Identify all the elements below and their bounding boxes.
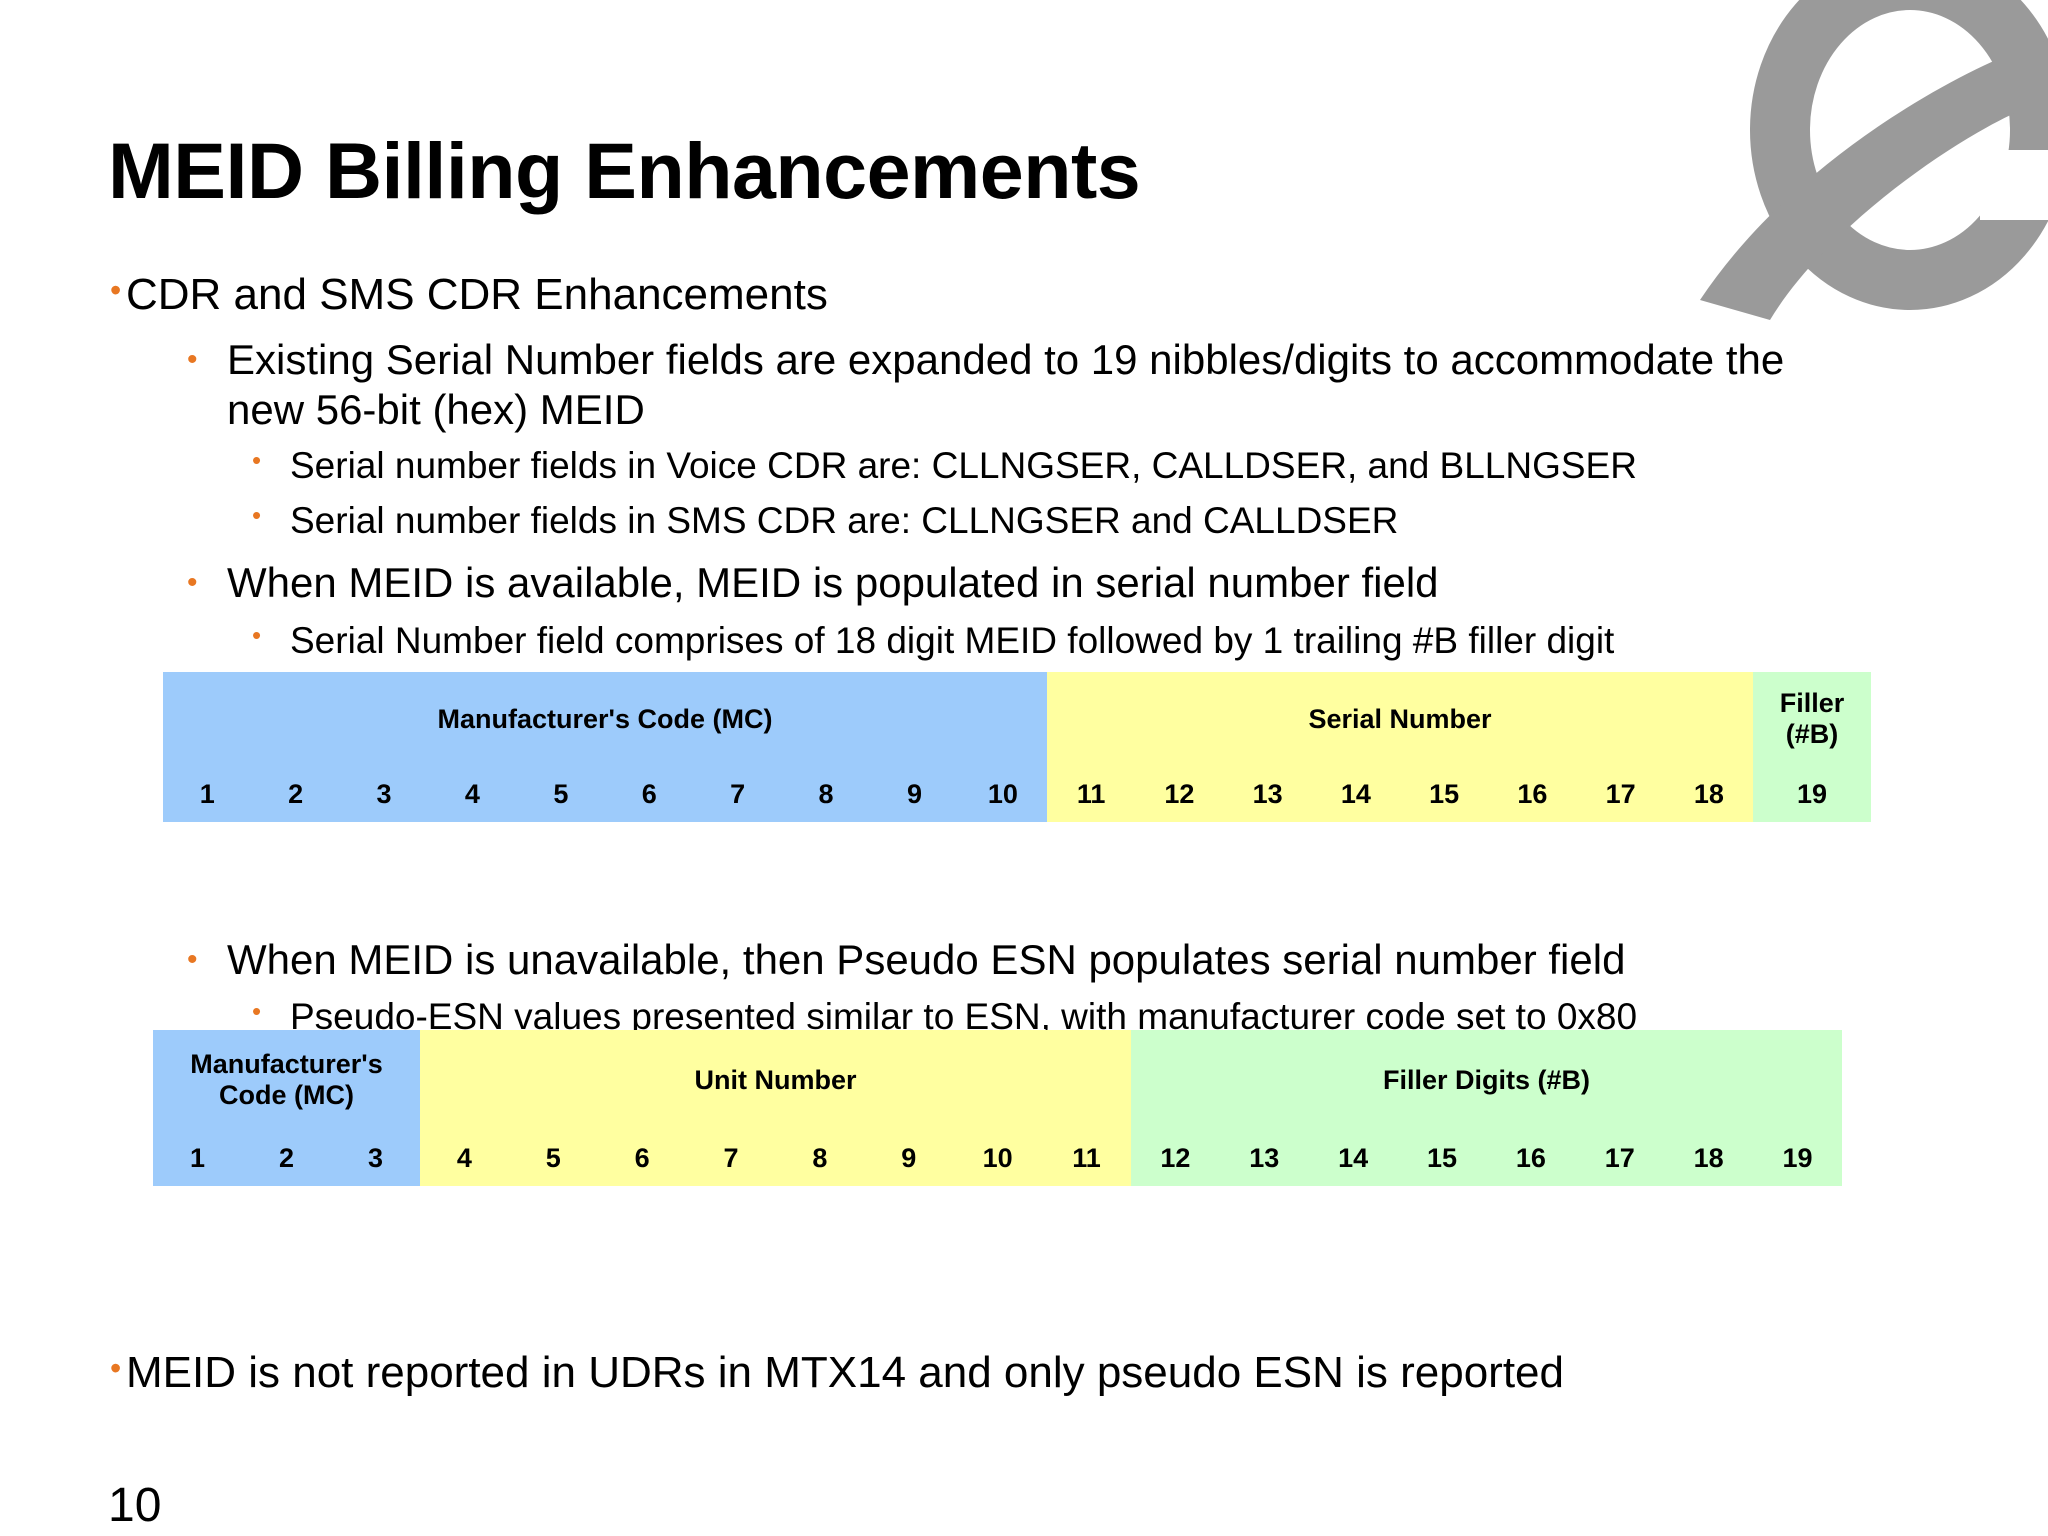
digit-cell: 4 xyxy=(456,1142,472,1173)
digit-cell: 6 xyxy=(641,778,657,809)
digit-cell: 18 xyxy=(1693,778,1724,809)
digit-cell: 9 xyxy=(906,778,922,809)
digit-cell: 7 xyxy=(723,1142,739,1173)
digit-cell: 12 xyxy=(1164,778,1195,809)
bullet-cdr-enhancements: • CDR and SMS CDR Enhancements xyxy=(110,270,828,320)
bullet-serial-comprises: • Serial Number field comprises of 18 di… xyxy=(252,620,1615,662)
digit-cell: 18 xyxy=(1693,1142,1724,1173)
bullet-text: Serial number fields in SMS CDR are: CLL… xyxy=(290,500,1399,541)
bullet-text-continued: new 56-bit (hex) MEID xyxy=(227,386,645,433)
digit-cell: 12 xyxy=(1160,1142,1191,1173)
page-number: 10 xyxy=(108,1479,162,1532)
bullet-meid-available: • When MEID is available, MEID is popula… xyxy=(187,558,1439,608)
bullet-voice-cdr-fields: • Serial number fields in Voice CDR are:… xyxy=(252,445,1637,487)
digit-cell: 3 xyxy=(376,778,392,809)
digit-cell: 13 xyxy=(1249,1142,1280,1173)
bullet-text: CDR and SMS CDR Enhancements xyxy=(126,270,828,319)
digit-cell: 2 xyxy=(278,1142,295,1173)
digit-cell: 14 xyxy=(1340,778,1371,809)
bullet-icon: • xyxy=(252,996,262,1026)
globe-logo-icon xyxy=(1700,0,2048,320)
meid-serial-label: Serial Number xyxy=(1308,703,1492,734)
bullet-text: MEID is not reported in UDRs in MTX14 an… xyxy=(126,1348,1564,1397)
bullet-text: Existing Serial Number fields are expand… xyxy=(227,336,1785,383)
bullet-udr-note: • MEID is not reported in UDRs in MTX14 … xyxy=(110,1348,1564,1398)
mc-label-line2: Code (MC) xyxy=(219,1080,354,1110)
digit-cell: 7 xyxy=(730,778,746,809)
mc-label-line1: Manufacturer's xyxy=(190,1049,383,1079)
digit-cell: 6 xyxy=(634,1142,650,1173)
bullet-icon: • xyxy=(110,1350,122,1386)
bullet-sms-cdr-fields: • Serial number fields in SMS CDR are: C… xyxy=(252,500,1399,542)
digit-cell: 17 xyxy=(1605,778,1636,809)
digit-cell: 1 xyxy=(199,778,215,809)
digit-cell: 2 xyxy=(288,778,304,809)
digit-cell: 16 xyxy=(1515,1142,1546,1173)
digit-cell: 15 xyxy=(1427,1142,1458,1173)
digit-cell: 11 xyxy=(1076,778,1106,809)
digit-cell: 16 xyxy=(1517,778,1548,809)
bullet-text: Serial number fields in Voice CDR are: C… xyxy=(290,445,1637,486)
digit-cell: 14 xyxy=(1338,1142,1369,1173)
meid-filler-digits: 19 xyxy=(1753,766,1871,822)
digit-cell: 4 xyxy=(464,778,480,809)
digit-cell: 17 xyxy=(1604,1142,1635,1173)
filler-label-line2: (#B) xyxy=(1785,719,1839,749)
pesn-mc-segment: Manufacturer's Code (MC) 1 2 3 xyxy=(153,1030,420,1186)
bullet-text: When MEID is unavailable, then Pseudo ES… xyxy=(227,936,1626,983)
digit-cell: 5 xyxy=(545,1142,561,1173)
meid-serial-digits: 11 12 13 14 15 16 17 18 xyxy=(1047,766,1753,822)
digit-cell: 13 xyxy=(1252,778,1283,809)
bullet-icon: • xyxy=(252,500,262,530)
meid-filler-label: Filler (#B) xyxy=(1753,672,1871,766)
digit-cell: 1 xyxy=(189,1142,206,1173)
digit-cell: 5 xyxy=(553,778,569,809)
pesn-unit-label: Unit Number xyxy=(694,1064,857,1095)
pesn-serial-table: Manufacturer's Code (MC) 1 2 3 Unit Numb… xyxy=(153,1030,1842,1186)
bullet-icon: • xyxy=(187,943,198,976)
meid-mc-segment: Manufacturer's Code (MC) 1 2 3 4 5 6 7 8… xyxy=(163,672,1047,822)
pesn-unit-digits: 4 5 6 7 8 9 10 11 xyxy=(420,1130,1131,1186)
digit-cell: 15 xyxy=(1429,778,1460,809)
bullet-icon: • xyxy=(187,343,198,376)
digit-cell: 3 xyxy=(367,1142,384,1173)
digit-cell: 8 xyxy=(812,1142,828,1173)
meid-filler-segment: Filler (#B) 19 xyxy=(1753,672,1871,822)
meid-serial-table: Manufacturer's Code (MC) 1 2 3 4 5 6 7 8… xyxy=(163,672,1871,822)
slide-title: MEID Billing Enhancements xyxy=(108,126,1141,215)
meid-serial-segment: Serial Number 11 12 13 14 15 16 17 18 xyxy=(1047,672,1753,822)
meid-mc-label: Manufacturer's Code (MC) xyxy=(437,703,773,734)
bullet-icon: • xyxy=(252,445,262,475)
bullet-serial-expanded: • Existing Serial Number fields are expa… xyxy=(187,335,1785,435)
pesn-filler-segment: Filler Digits (#B) 12 13 14 15 16 17 18 … xyxy=(1131,1030,1842,1186)
pesn-unit-segment: Unit Number 4 5 6 7 8 9 10 11 xyxy=(420,1030,1131,1186)
digit-cell: 10 xyxy=(982,1142,1013,1173)
digit-cell: 10 xyxy=(987,778,1018,809)
digit-cell: 19 xyxy=(1796,778,1828,809)
pesn-filler-digits: 12 13 14 15 16 17 18 19 xyxy=(1131,1130,1842,1186)
bullet-meid-unavailable: • When MEID is unavailable, then Pseudo … xyxy=(187,935,1626,985)
bullet-icon: • xyxy=(110,272,122,308)
pesn-mc-label: Manufacturer's Code (MC) xyxy=(153,1030,420,1130)
pesn-filler-label: Filler Digits (#B) xyxy=(1382,1064,1591,1095)
meid-mc-digits: 1 2 3 4 5 6 7 8 9 10 xyxy=(163,766,1047,822)
bullet-icon: • xyxy=(187,566,198,599)
digit-cell: 8 xyxy=(818,778,834,809)
digit-cell: 9 xyxy=(901,1142,917,1173)
bullet-icon: • xyxy=(252,620,262,650)
digit-cell: 11 xyxy=(1072,1142,1101,1173)
bullet-text: When MEID is available, MEID is populate… xyxy=(227,559,1439,606)
filler-label-line1: Filler xyxy=(1779,688,1845,718)
bullet-text: Serial Number field comprises of 18 digi… xyxy=(290,620,1615,661)
pesn-mc-digits: 1 2 3 xyxy=(153,1130,420,1186)
digit-cell: 19 xyxy=(1782,1142,1813,1173)
